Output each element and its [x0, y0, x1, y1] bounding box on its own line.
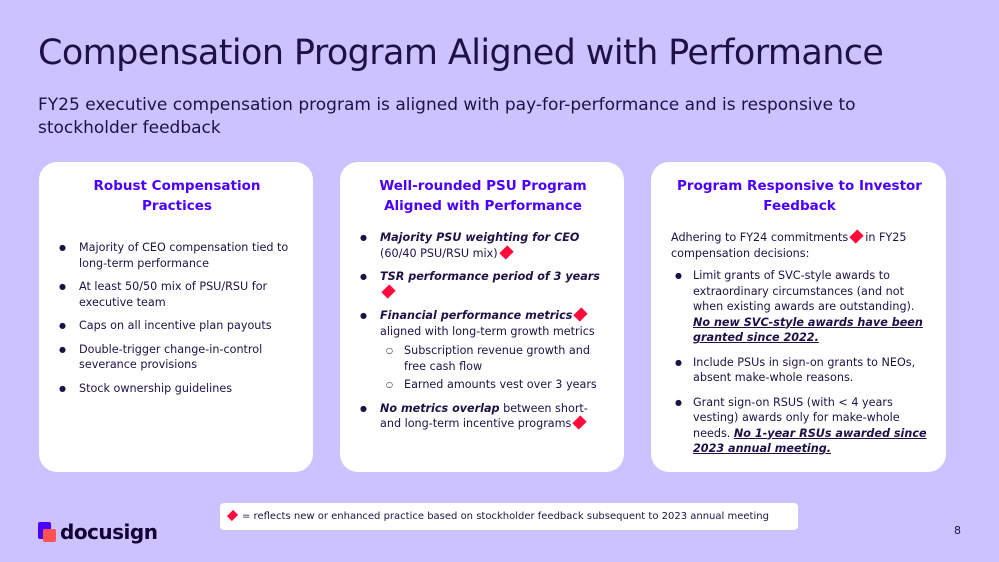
- card-title: Robust Compensation Practices: [59, 176, 295, 216]
- red-diamond-icon: [573, 415, 587, 429]
- card-psu-program: Well-rounded PSU Program Aligned with Pe…: [340, 162, 624, 472]
- list-item: Double-trigger change-in-control severan…: [59, 342, 295, 373]
- list-item: Stock ownership guidelines: [59, 381, 295, 397]
- docusign-logo: docusign: [38, 518, 157, 546]
- page-number: 8: [954, 524, 961, 537]
- item-text: Limit grants of SVC-style awards to extr…: [693, 269, 914, 313]
- card-robust-practices: Robust Compensation Practices Majority o…: [39, 162, 313, 472]
- list-item: TSR performance period of 3 years: [360, 269, 606, 300]
- emphasis-text: No new SVC-style awards have been grante…: [693, 316, 923, 345]
- bold-text: No metrics overlap: [380, 402, 500, 415]
- intro-text: Adhering to FY24 commitments in FY25 comp…: [671, 230, 928, 261]
- item-text: (60/40 PSU/RSU mix): [380, 247, 498, 260]
- list-item: Limit grants of SVC-style awards to extr…: [671, 268, 928, 346]
- slide-title: Compensation Program Aligned with Perfor…: [38, 33, 978, 73]
- card-investor-feedback: Program Responsive to Investor Feedback …: [651, 162, 946, 472]
- psu-list: Majority PSU weighting for CEO (60/40 PS…: [360, 230, 606, 432]
- bold-text: Financial performance metrics: [380, 309, 572, 322]
- red-diamond-icon: [574, 307, 588, 321]
- item-text: aligned with long-term growth metrics: [380, 325, 595, 338]
- list-item: Include PSUs in sign-on grants to NEOs, …: [671, 355, 928, 386]
- bold-text: TSR performance period of 3 years: [380, 270, 600, 283]
- docusign-logo-icon: [38, 522, 56, 542]
- red-diamond-icon: [499, 245, 513, 259]
- sub-list: Subscription revenue growth and free cas…: [380, 343, 606, 393]
- practices-list: Majority of CEO compensation tied to lon…: [59, 240, 295, 396]
- list-item: Majority PSU weighting for CEO (60/40 PS…: [360, 230, 606, 261]
- sub-list-item: Earned amounts vest over 3 years: [380, 377, 606, 393]
- list-item: Majority of CEO compensation tied to lon…: [59, 240, 295, 271]
- slide-subtitle: FY25 executive compensation program is a…: [38, 94, 918, 140]
- logo-text: docusign: [60, 520, 157, 544]
- legend-box: = reflects new or enhanced practice base…: [220, 503, 798, 530]
- list-item: At least 50/50 mix of PSU/RSU for execut…: [59, 279, 295, 310]
- list-item: Caps on all incentive plan payouts: [59, 318, 295, 334]
- item-text: Include PSUs in sign-on grants to NEOs, …: [693, 356, 915, 385]
- red-diamond-icon: [381, 284, 395, 298]
- list-item: Financial performance metrics aligned wi…: [360, 308, 606, 393]
- list-item: No metrics overlap between short- and lo…: [360, 401, 606, 432]
- sub-list-item: Subscription revenue growth and free cas…: [380, 343, 606, 374]
- bold-text: Majority PSU weighting for CEO: [380, 231, 579, 244]
- red-diamond-icon: [850, 229, 864, 243]
- list-item: Grant sign-on RSUS (with < 4 years vesti…: [671, 395, 928, 457]
- card-title: Well-rounded PSU Program Aligned with Pe…: [360, 176, 606, 216]
- legend-text: = reflects new or enhanced practice base…: [242, 511, 769, 522]
- card-title: Program Responsive to Investor Feedback: [671, 176, 928, 216]
- intro-text-a: Adhering to FY24 commitments: [671, 231, 848, 244]
- red-diamond-icon: [227, 510, 238, 521]
- feedback-list: Limit grants of SVC-style awards to extr…: [671, 268, 928, 457]
